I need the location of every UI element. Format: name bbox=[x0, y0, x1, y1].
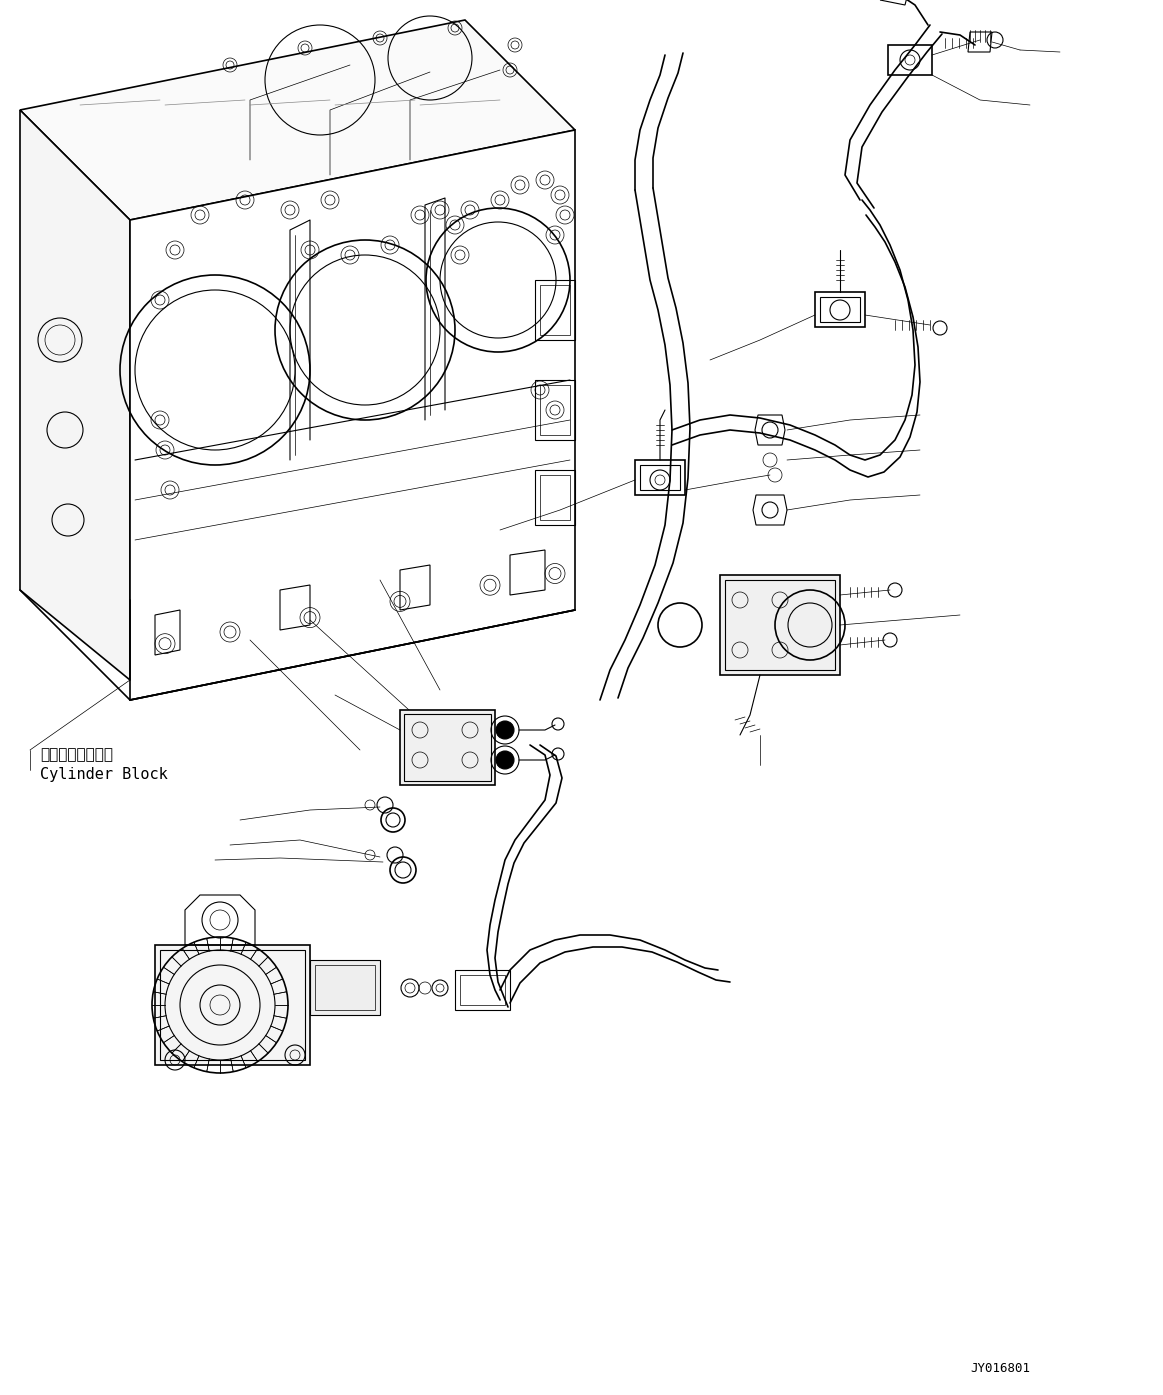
Bar bbox=[725, 580, 835, 670]
Polygon shape bbox=[20, 20, 575, 220]
Bar bbox=[720, 575, 840, 675]
Bar bbox=[540, 385, 570, 435]
Bar bbox=[461, 975, 505, 1004]
Text: シリンダブロック: シリンダブロック bbox=[40, 748, 113, 763]
Bar bbox=[404, 714, 491, 781]
Text: Cylinder Block: Cylinder Block bbox=[40, 767, 167, 783]
Bar bbox=[315, 965, 374, 1010]
Bar bbox=[400, 710, 495, 785]
Text: JY016801: JY016801 bbox=[970, 1362, 1030, 1374]
Bar bbox=[635, 460, 685, 495]
Bar bbox=[640, 465, 680, 490]
Bar bbox=[540, 285, 570, 335]
Polygon shape bbox=[130, 130, 575, 700]
Circle shape bbox=[495, 721, 514, 739]
Bar bbox=[535, 280, 575, 340]
Bar bbox=[815, 292, 865, 326]
Bar bbox=[160, 950, 305, 1060]
Bar bbox=[820, 297, 859, 322]
Bar bbox=[535, 470, 575, 525]
Bar bbox=[535, 379, 575, 439]
Bar bbox=[540, 476, 570, 520]
Bar bbox=[889, 45, 932, 75]
Bar bbox=[155, 944, 311, 1064]
Bar bbox=[455, 970, 511, 1010]
Circle shape bbox=[495, 751, 514, 769]
Polygon shape bbox=[20, 110, 130, 679]
Bar bbox=[311, 960, 380, 1016]
